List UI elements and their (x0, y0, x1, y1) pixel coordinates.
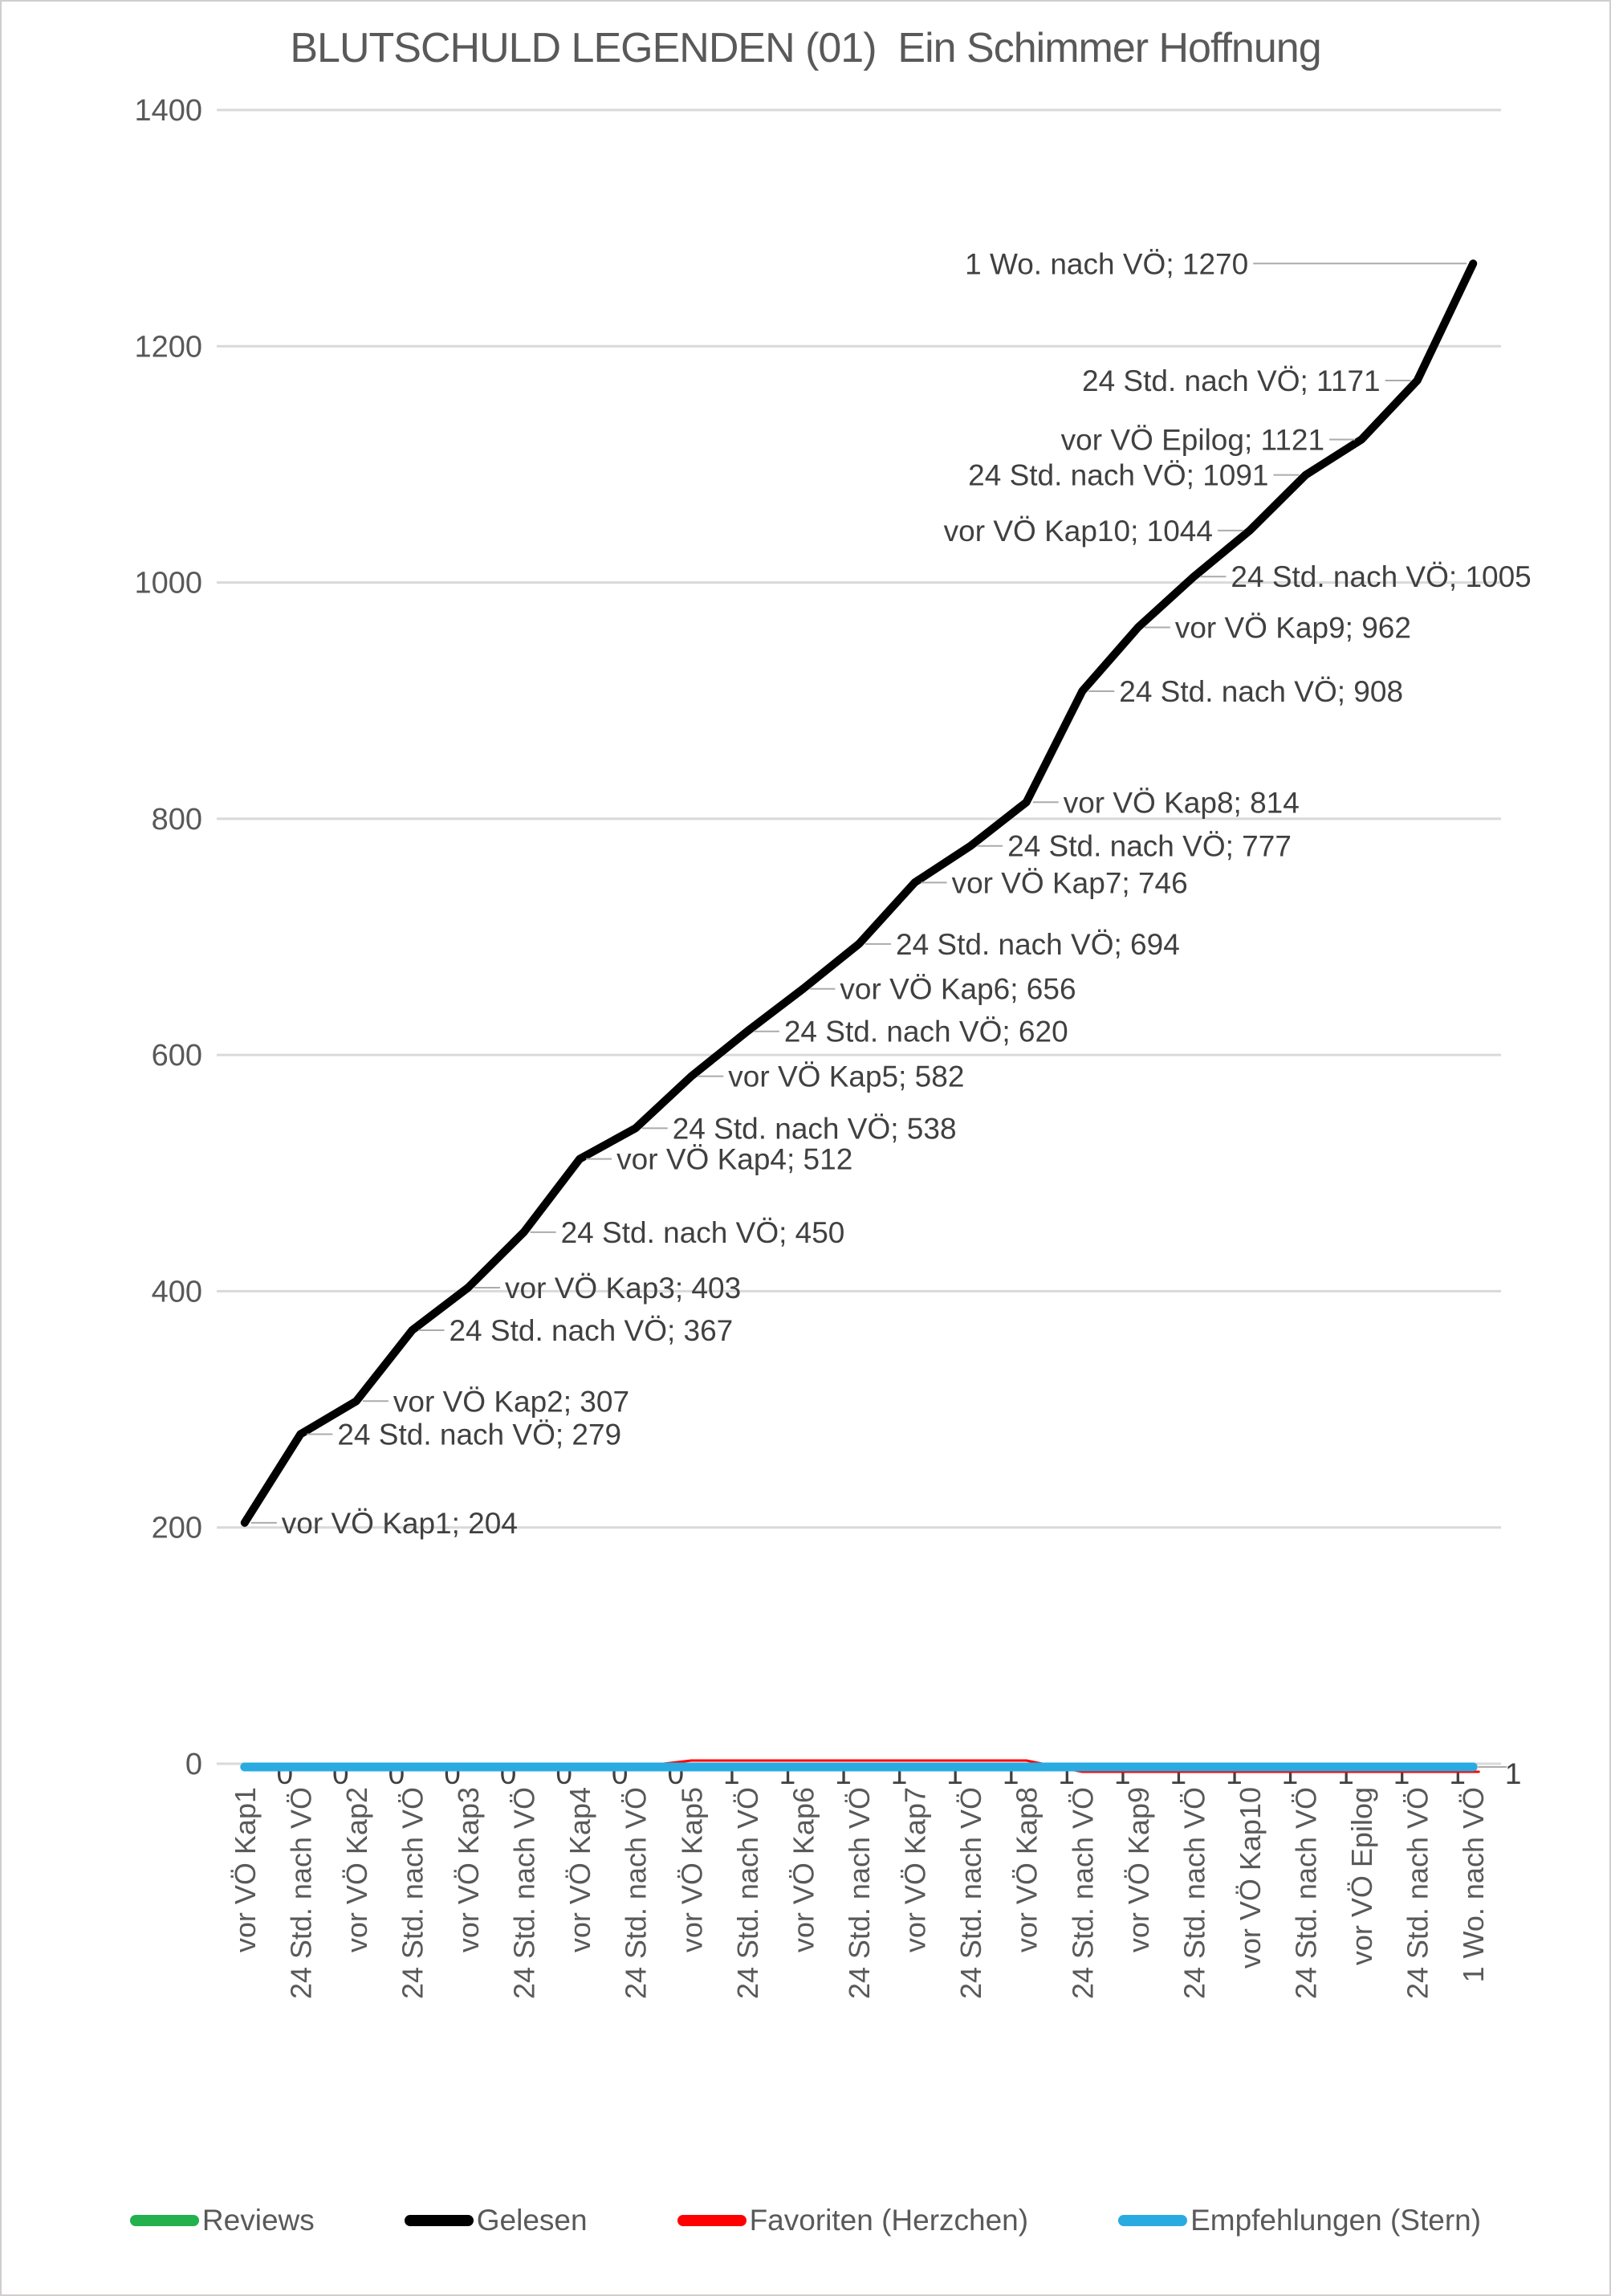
data-label: vor VÖ Kap9; 962 (1175, 611, 1411, 644)
data-label: vor VÖ Kap6; 656 (840, 973, 1076, 1006)
x-axis-label: 1 Wo. nach VÖ (1457, 1787, 1490, 1982)
data-label: 24 Std. nach VÖ; 620 (784, 1016, 1068, 1048)
data-label-flat: 0 (500, 1757, 517, 1790)
x-axis-label: 24 Std. nach VÖ (396, 1787, 429, 1999)
data-label: 1 Wo. nach VÖ; 1270 (965, 247, 1248, 280)
x-axis-label: vor VÖ Kap2 (340, 1787, 373, 1952)
legend-swatch-gelesen (404, 2215, 474, 2226)
data-label-flat: 1 (1505, 1757, 1522, 1790)
data-label: vor VÖ Epilog; 1121 (1061, 424, 1324, 457)
data-label-flat: 1 (1058, 1757, 1075, 1790)
x-axis-label: vor VÖ Kap8 (1011, 1787, 1043, 1952)
data-label-flat: 1 (1003, 1757, 1019, 1790)
x-axis-label: 24 Std. nach VÖ (1178, 1787, 1210, 1999)
data-label: vor VÖ Kap10; 1044 (944, 515, 1213, 548)
y-tick-label: 0 (185, 1748, 202, 1781)
x-axis-label: vor VÖ Kap1 (229, 1787, 262, 1952)
data-label-flat: 1 (1114, 1757, 1131, 1790)
data-label: 24 Std. nach VÖ; 694 (896, 928, 1180, 961)
x-axis-label: 24 Std. nach VÖ (954, 1787, 987, 1999)
legend-item-empfehlungen: Empfehlungen (Stern) (1118, 2204, 1481, 2237)
x-axis-label: 24 Std. nach VÖ (731, 1787, 764, 1999)
data-label: vor VÖ Kap5; 582 (728, 1060, 964, 1093)
data-label-flat: 1 (1282, 1757, 1299, 1790)
data-label-flat: 1 (946, 1757, 963, 1790)
data-label: vor VÖ Kap7; 746 (952, 866, 1188, 899)
data-label-flat: 0 (276, 1757, 293, 1790)
chart-title: BLUTSCHULD LEGENDEN (01) Ein Schimmer Ho… (290, 25, 1321, 71)
legend-item-gelesen: Gelesen (404, 2204, 588, 2237)
x-axis-label: 24 Std. nach VÖ (508, 1787, 541, 1999)
x-axis-label: vor VÖ Kap9 (1122, 1787, 1155, 1952)
legend-label-favoriten: Favoriten (Herzchen) (749, 2204, 1029, 2237)
series-line-gelesen (240, 259, 1478, 1527)
legend-label-reviews: Reviews (201, 2204, 315, 2237)
data-label: 24 Std. nach VÖ; 450 (561, 1216, 845, 1249)
data-label-flat: 0 (555, 1757, 572, 1790)
data-label: 24 Std. nach VÖ; 1171 (1082, 364, 1381, 397)
data-label: vor VÖ Kap8; 814 (1064, 786, 1300, 819)
y-tick-label: 1200 (134, 330, 202, 364)
y-tick-label: 1400 (134, 94, 202, 128)
data-label-flat: 1 (723, 1757, 740, 1790)
data-label-flat: 1 (1226, 1757, 1243, 1790)
x-axis-label: vor VÖ Kap4 (563, 1787, 596, 1952)
x-axis-label: vor VÖ Kap10 (1234, 1787, 1267, 1968)
legend-label-gelesen: Gelesen (476, 2204, 588, 2237)
data-label-flat: 1 (891, 1757, 908, 1790)
data-label-flat: 1 (779, 1757, 796, 1790)
legend-swatch-favoriten (677, 2215, 747, 2226)
x-axis-label: vor VÖ Kap7 (899, 1787, 932, 1952)
x-axis-label: vor VÖ Kap5 (675, 1787, 708, 1952)
legend-swatch-empfehlungen (1118, 2215, 1188, 2226)
data-label: 24 Std. nach VÖ; 777 (1007, 830, 1292, 863)
legend-label-empfehlungen: Empfehlungen (Stern) (1190, 2204, 1482, 2237)
chart-legend: Reviews Gelesen Favoriten (Herzchen) Emp… (2, 2204, 1609, 2237)
data-label: vor VÖ Kap1; 204 (282, 1507, 518, 1540)
data-label: 24 Std. nach VÖ; 1091 (968, 459, 1268, 492)
data-label-flat: 0 (444, 1757, 461, 1790)
y-tick-label: 200 (152, 1512, 202, 1545)
data-label: 24 Std. nach VÖ; 367 (449, 1314, 733, 1347)
data-label: vor VÖ Kap3; 403 (505, 1272, 741, 1305)
x-axis-label: 24 Std. nach VÖ (843, 1787, 876, 1999)
x-axis-label: vor VÖ Kap6 (787, 1787, 820, 1952)
data-label: 24 Std. nach VÖ; 908 (1119, 675, 1403, 708)
y-tick-label: 1000 (134, 567, 202, 600)
y-tick-label: 800 (152, 803, 202, 837)
data-label-flat: 1 (1337, 1757, 1354, 1790)
y-tick-label: 400 (152, 1275, 202, 1309)
data-label: vor VÖ Kap4; 512 (616, 1143, 852, 1176)
data-label-flat: 0 (332, 1757, 349, 1790)
data-label-flat: 1 (1449, 1757, 1466, 1790)
x-axis-label: 24 Std. nach VÖ (1401, 1787, 1434, 1999)
x-axis-label: vor VÖ Kap3 (452, 1787, 485, 1952)
data-label-flat: 1 (835, 1757, 852, 1790)
y-tick-label: 600 (152, 1039, 202, 1073)
x-axis-label: 24 Std. nach VÖ (1290, 1787, 1323, 1999)
data-label-flat: 1 (1170, 1757, 1187, 1790)
data-label: 24 Std. nach VÖ; 279 (337, 1418, 621, 1451)
data-label-flat: 0 (389, 1757, 405, 1790)
x-axis-label: 24 Std. nach VÖ (620, 1787, 653, 1999)
x-axis-label: vor VÖ Epilog (1345, 1787, 1378, 1965)
data-label-flat: 1 (1393, 1757, 1410, 1790)
data-label: 24 Std. nach VÖ; 538 (673, 1112, 957, 1145)
legend-swatch-reviews (129, 2215, 199, 2226)
data-label: vor VÖ Kap2; 307 (393, 1385, 629, 1418)
data-label: 24 Std. nach VÖ; 1005 (1231, 560, 1531, 593)
legend-item-reviews: Reviews (129, 2204, 315, 2237)
x-axis-label: 24 Std. nach VÖ (1066, 1787, 1099, 1999)
legend-item-favoriten: Favoriten (Herzchen) (677, 2204, 1029, 2237)
x-axis-label: 24 Std. nach VÖ (284, 1787, 317, 1999)
data-label-flat: 0 (612, 1757, 629, 1790)
